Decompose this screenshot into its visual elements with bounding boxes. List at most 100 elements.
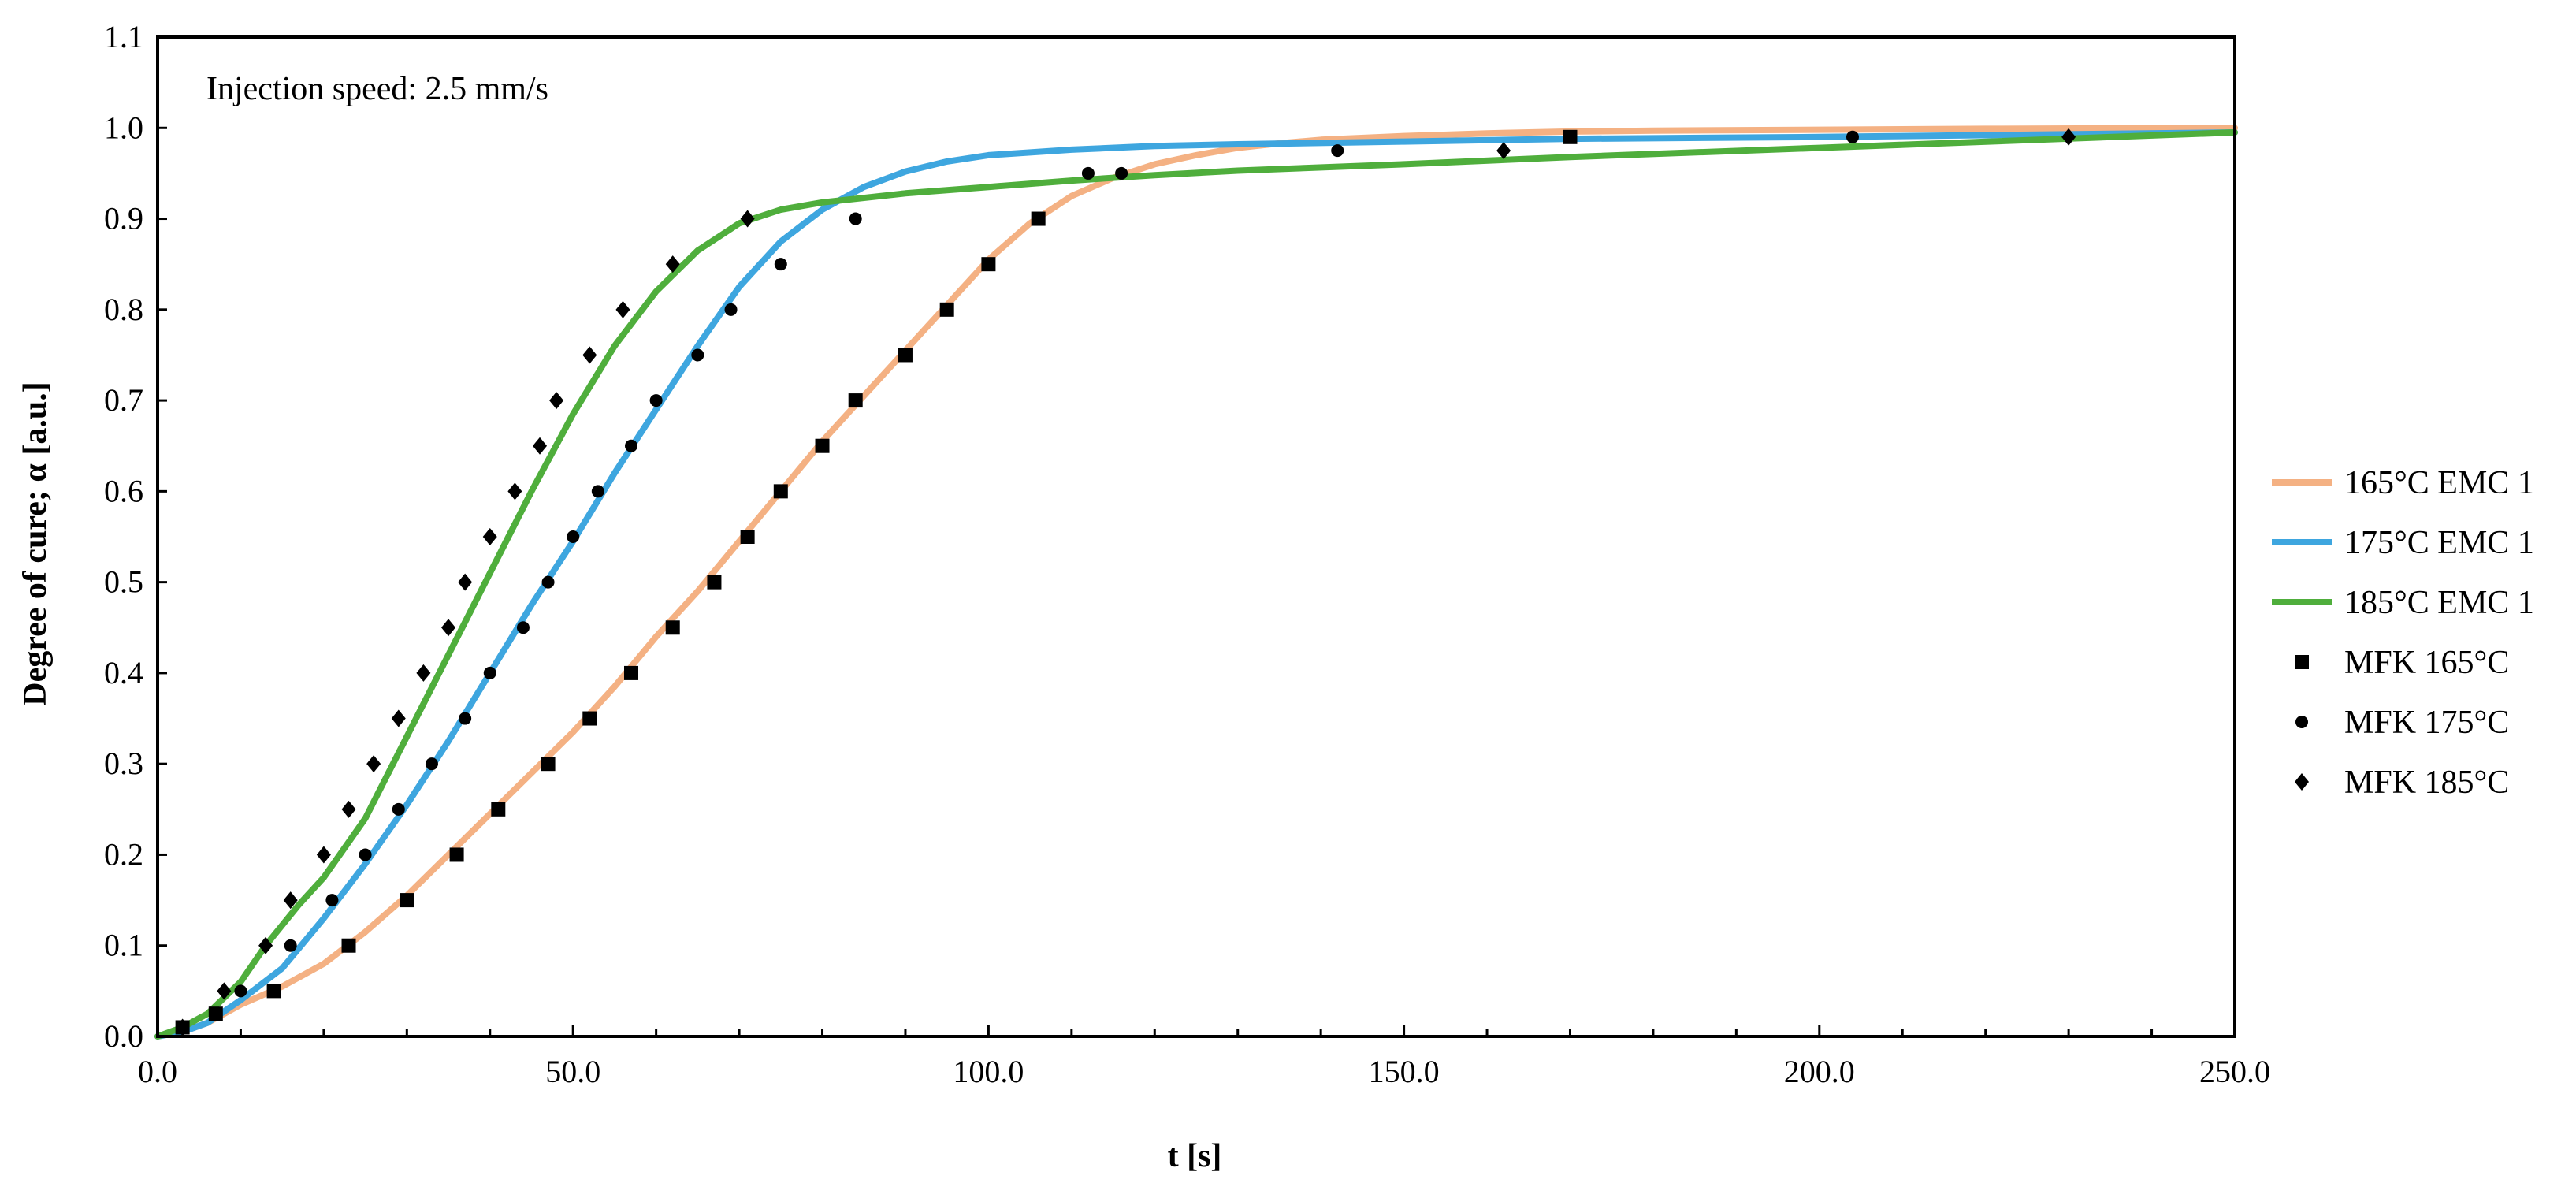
y-tick-label: 0.6	[104, 473, 143, 508]
annotation-text: Injection speed: 2.5 mm/s	[206, 71, 548, 107]
data-point-circle	[483, 666, 496, 679]
y-tick-label: 0.7	[104, 382, 143, 418]
x-axis-title: t [s]	[1168, 1138, 1222, 1174]
data-point-square	[541, 757, 556, 772]
data-point-square	[815, 438, 830, 453]
data-point-diamond	[217, 982, 232, 1000]
data-point-square	[898, 348, 913, 363]
x-tick-label: 50.0	[545, 1054, 600, 1089]
data-point-diamond	[1496, 142, 1511, 160]
data-point-square	[449, 847, 464, 862]
x-tick-label: 100.0	[953, 1054, 1024, 1089]
data-point-circle	[567, 530, 580, 543]
legend-label: 175°C EMC 1	[2344, 525, 2534, 561]
data-point-circle	[359, 848, 372, 861]
legend-label: 165°C EMC 1	[2344, 465, 2534, 501]
y-tick-label: 0.1	[104, 928, 143, 963]
data-point-circle	[774, 258, 787, 271]
x-tick-label: 150.0	[1369, 1054, 1440, 1089]
data-point-square	[740, 530, 755, 544]
data-point-square	[400, 893, 414, 908]
data-point-circle	[724, 303, 738, 316]
y-tick-label: 0.4	[104, 655, 143, 690]
data-point-diamond	[416, 664, 431, 682]
legend-swatch-circle	[2295, 716, 2308, 728]
legend-label: 185°C EMC 1	[2344, 585, 2534, 621]
series-line-3	[154, 129, 2238, 1040]
data-point-square	[341, 938, 356, 953]
data-point-square	[624, 665, 639, 680]
data-point-square	[848, 393, 863, 408]
data-point-diamond	[175, 1018, 190, 1036]
data-point-diamond	[441, 619, 456, 637]
series-line-2	[154, 129, 2238, 1040]
y-tick-label: 1.1	[104, 19, 143, 54]
y-tick-label: 0.2	[104, 836, 143, 872]
data-point-circle	[1331, 144, 1344, 158]
data-point-diamond	[615, 300, 630, 318]
data-point-square	[266, 984, 281, 999]
data-point-circle	[1846, 130, 1859, 143]
data-point-diamond	[665, 255, 680, 273]
data-point-square	[981, 257, 996, 272]
y-tick-label: 0.5	[104, 564, 143, 600]
data-point-circle	[541, 575, 555, 589]
data-point-diamond	[283, 891, 298, 910]
y-tick-label: 0.3	[104, 746, 143, 781]
data-point-circle	[591, 485, 604, 498]
data-point-circle	[649, 394, 663, 407]
axes: 0.0 0.1 0.2 0.3 0.4 0.5 0.6 0.7 0.8 0.9 1.0 1.1 0.0 5…	[104, 19, 2270, 1089]
data-point-diamond	[507, 482, 522, 500]
data-point-circle	[1115, 166, 1128, 180]
y-tick-label: 1.0	[104, 110, 143, 145]
x-tick-label: 250.0	[2199, 1054, 2270, 1089]
data-point-diamond	[549, 392, 564, 410]
data-point-square	[665, 620, 680, 635]
data-point-square	[773, 484, 788, 499]
data-point-diamond	[341, 800, 356, 818]
legend: 165°C EMC 1 175°C EMC 1 185°C EMC 1 MFK 165…	[2272, 465, 2534, 801]
data-point-diamond	[316, 846, 331, 864]
data-point-circle	[849, 212, 862, 225]
data-point-circle	[516, 621, 530, 634]
data-point-circle	[392, 802, 405, 816]
legend-label: MFK 165°C	[2344, 645, 2509, 681]
x-tick-label: 200.0	[1784, 1054, 1855, 1089]
data-point-circle	[425, 757, 438, 771]
data-point-circle	[691, 348, 704, 362]
y-tick-label: 0.0	[104, 1018, 143, 1054]
data-point-diamond	[2061, 128, 2076, 146]
data-point-diamond	[391, 709, 406, 727]
data-point-diamond	[582, 346, 597, 364]
data-point-circle	[625, 439, 638, 452]
series-line-1	[154, 125, 2238, 1040]
data-point-diamond	[533, 437, 548, 455]
y-axis-title: Degree of cure; α [a.u.]	[17, 381, 54, 705]
data-point-circle	[1081, 166, 1095, 180]
data-point-circle	[234, 984, 247, 998]
data-point-circle	[325, 894, 339, 907]
data-point-diamond	[366, 755, 381, 773]
legend-swatch-diamond	[2295, 773, 2309, 791]
plot-frame	[156, 35, 2236, 1038]
data-point-square	[707, 575, 722, 590]
legend-label: MFK 185°C	[2344, 765, 2509, 801]
data-point-square	[1563, 129, 1578, 144]
data-point-square	[1031, 211, 1046, 226]
data-point-circle	[284, 939, 297, 952]
legend-swatch-square	[2295, 655, 2309, 669]
data-point-diamond	[258, 936, 273, 954]
legend-label: MFK 175°C	[2344, 705, 2509, 741]
data-point-square	[939, 302, 954, 317]
plot-area	[154, 125, 2238, 1040]
data-point-diamond	[458, 573, 473, 591]
data-point-diamond	[482, 528, 497, 545]
y-tick-label: 0.8	[104, 292, 143, 327]
x-tick-label: 0.0	[138, 1054, 177, 1089]
data-point-square	[582, 711, 597, 726]
data-point-circle	[209, 1007, 222, 1021]
data-point-square	[491, 802, 506, 817]
data-point-circle	[459, 712, 472, 725]
